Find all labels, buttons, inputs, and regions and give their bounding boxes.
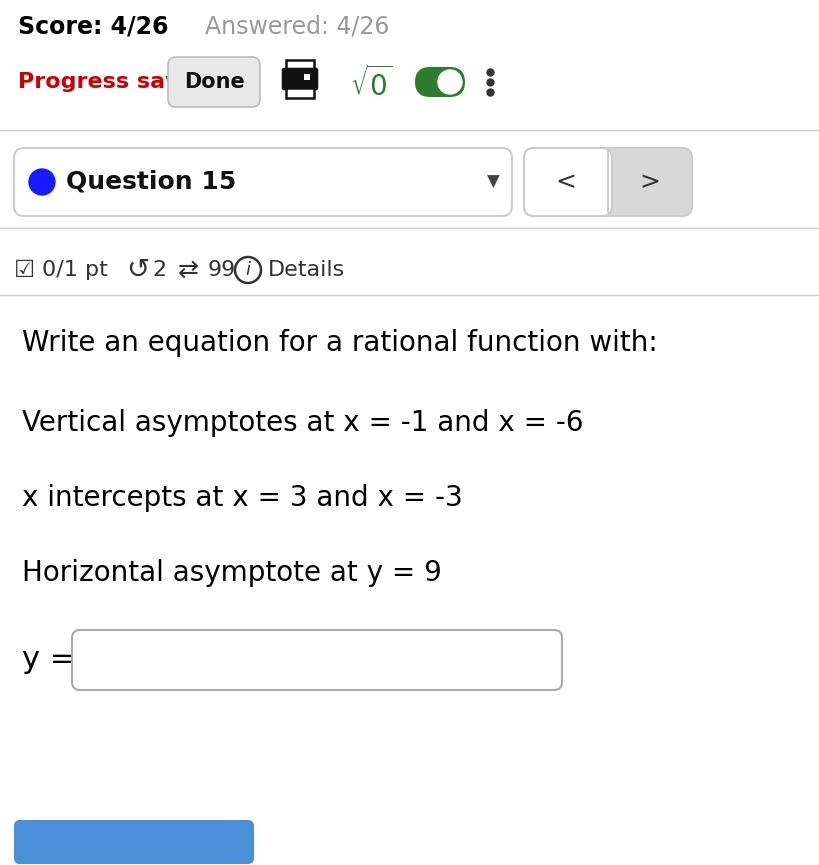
FancyBboxPatch shape: [304, 74, 310, 80]
Text: >: >: [640, 170, 660, 194]
Circle shape: [235, 257, 261, 283]
Text: Score: 4/26: Score: 4/26: [18, 14, 169, 38]
Circle shape: [438, 70, 462, 94]
FancyBboxPatch shape: [286, 60, 314, 70]
FancyBboxPatch shape: [415, 67, 465, 97]
Text: ☑: ☑: [14, 258, 35, 282]
FancyBboxPatch shape: [14, 148, 512, 216]
Text: 0/1 pt: 0/1 pt: [42, 260, 108, 280]
Text: y =: y =: [22, 645, 75, 675]
Text: $\sqrt{0}$: $\sqrt{0}$: [350, 66, 393, 102]
Text: ↺: ↺: [126, 256, 149, 284]
Text: Progress saved: Progress saved: [18, 72, 210, 92]
FancyBboxPatch shape: [283, 69, 317, 89]
FancyBboxPatch shape: [72, 630, 562, 690]
Circle shape: [29, 169, 55, 195]
Text: Vertical asymptotes at x = -1 and x = -6: Vertical asymptotes at x = -1 and x = -6: [22, 409, 583, 437]
Text: ▼: ▼: [487, 173, 500, 191]
Text: 2: 2: [152, 260, 166, 280]
Text: Answered: 4/26: Answered: 4/26: [205, 14, 389, 38]
Text: i: i: [246, 261, 251, 279]
Text: Question 15: Question 15: [66, 170, 236, 194]
Text: 99: 99: [208, 260, 236, 280]
Text: Done: Done: [183, 72, 244, 92]
Text: <: <: [555, 170, 577, 194]
Text: Write an equation for a rational function with:: Write an equation for a rational functio…: [22, 329, 658, 357]
FancyBboxPatch shape: [168, 57, 260, 107]
Text: Details: Details: [268, 260, 346, 280]
FancyBboxPatch shape: [524, 148, 612, 216]
Text: x intercepts at x = 3 and x = -3: x intercepts at x = 3 and x = -3: [22, 484, 463, 512]
FancyBboxPatch shape: [524, 148, 692, 216]
Text: Horizontal asymptote at y = 9: Horizontal asymptote at y = 9: [22, 559, 442, 587]
FancyBboxPatch shape: [286, 88, 314, 98]
Text: ⇄: ⇄: [178, 258, 199, 282]
FancyBboxPatch shape: [14, 820, 254, 864]
